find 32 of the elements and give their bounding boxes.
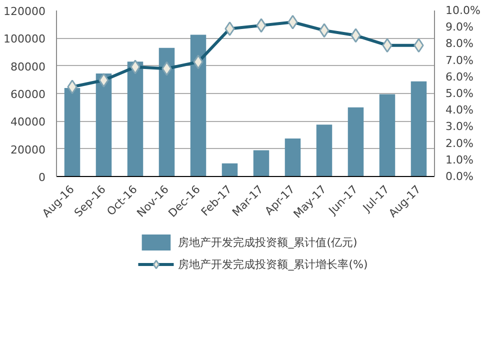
bar	[348, 107, 364, 176]
legend-label: 房地产开发完成投资额_累计值(亿元)	[178, 234, 358, 250]
y2-tick-label: 4.0%	[446, 104, 474, 117]
bar	[284, 138, 301, 176]
y2-tick-label: 10.0%	[446, 4, 480, 17]
legend-label: 房地产开发完成投资额_累计增长率(%)	[178, 256, 368, 272]
bar	[222, 163, 238, 176]
y-tick-label: 40000	[10, 116, 46, 129]
bar	[410, 81, 427, 176]
y-tick-label: 0	[38, 171, 46, 184]
y2-tick-label: 0.0%	[446, 170, 474, 183]
y-tick-label: 60000	[10, 88, 46, 101]
bar	[127, 62, 144, 176]
y-tick-label: 20000	[10, 143, 46, 156]
y2-tick-label: 9.0%	[446, 20, 474, 34]
y2-tick-label: 5.0%	[446, 87, 474, 100]
y2-tick-label: 3.0%	[446, 120, 474, 134]
y2-tick-label: 2.0%	[446, 136, 474, 150]
y2-tick-label: 7.0%	[446, 54, 474, 67]
bar	[64, 88, 80, 176]
bar	[316, 124, 332, 176]
y-tick-label: 120000	[4, 5, 46, 18]
bar	[379, 94, 396, 176]
y-tick-label: 80000	[10, 60, 46, 74]
y2-tick-label: 8.0%	[446, 37, 474, 50]
y-tick-label: 100000	[4, 32, 46, 46]
bar	[96, 73, 112, 176]
bar	[253, 150, 270, 176]
y2-tick-label: 6.0%	[446, 70, 474, 84]
y2-tick-label: 1.0%	[446, 153, 474, 166]
bar	[190, 34, 206, 176]
bar	[158, 48, 175, 176]
